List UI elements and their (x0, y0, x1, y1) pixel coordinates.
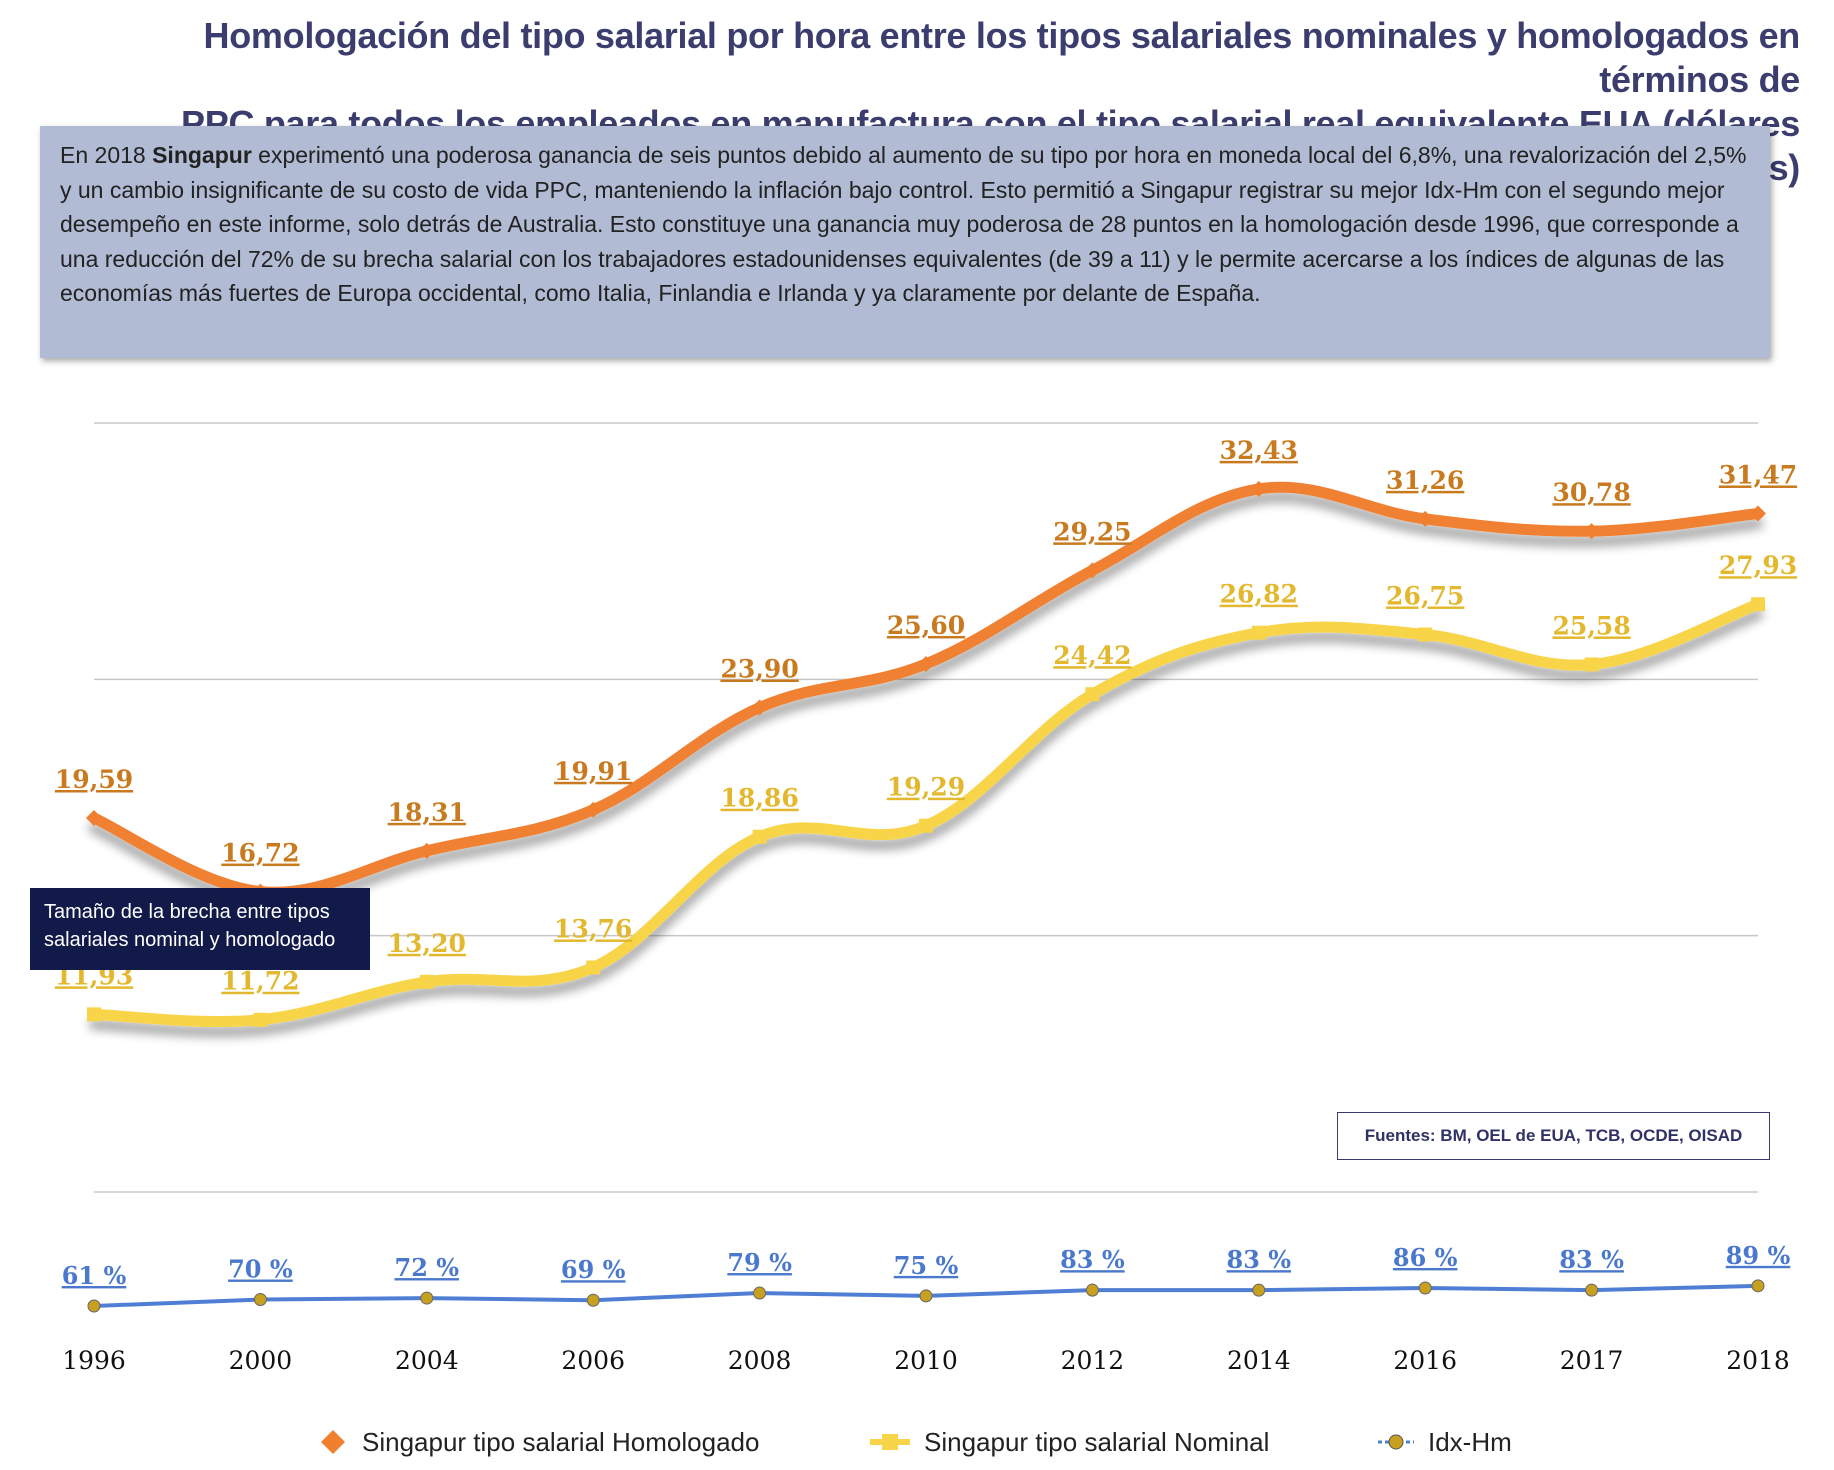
point-nominal-2014 (1251, 625, 1266, 640)
point-idx-2000 (253, 1293, 267, 1307)
data-label-idx-2018: 89 % (1726, 1241, 1791, 1270)
point-homologado-1996 (86, 810, 102, 827)
data-label-idx-2010: 75 % (894, 1251, 959, 1280)
point-homologado-2018 (1750, 505, 1766, 522)
x-tick-label-1996: 1996 (62, 1346, 126, 1375)
point-homologado-2004 (418, 842, 435, 859)
x-tick-label-2008: 2008 (728, 1346, 792, 1375)
sources-box: Fuentes: BM, OEL de EUA, TCB, OCDE, OISA… (1337, 1112, 1770, 1160)
x-tick-label-2014: 2014 (1227, 1346, 1291, 1375)
point-idx-2010 (919, 1289, 933, 1303)
legend-item-idx[interactable]: Idx-Hm (1378, 1422, 1512, 1462)
data-label-idx-1996: 61 % (62, 1261, 127, 1290)
point-nominal-2012 (1085, 687, 1100, 702)
data-label-nominal-2014: 26,82 (1220, 580, 1298, 609)
gap-annotation-box: Tamaño de la brecha entre tipos salarial… (30, 888, 370, 970)
x-tick-label-2004: 2004 (395, 1346, 459, 1375)
x-tick-label-2000: 2000 (229, 1346, 293, 1375)
data-label-homologado-2008: 23,90 (720, 655, 798, 684)
data-label-homologado-2016: 31,26 (1386, 466, 1464, 495)
point-idx-2004 (420, 1291, 434, 1305)
data-label-homologado-2012: 29,25 (1053, 517, 1131, 546)
x-tick-label-2018: 2018 (1726, 1346, 1790, 1375)
data-label-homologado-2014: 32,43 (1220, 436, 1298, 465)
x-tick-label-2006: 2006 (561, 1346, 625, 1375)
gap-annotation-line-2: salariales nominal y homologado (44, 929, 336, 951)
point-homologado-2012 (1084, 562, 1101, 579)
point-homologado-2014 (1250, 480, 1267, 497)
point-idx-2017 (1585, 1283, 1599, 1297)
data-label-nominal-2018: 27,93 (1719, 551, 1797, 580)
point-nominal-2018 (1751, 597, 1765, 612)
description-text: experimentó una poderosa ganancia de sei… (60, 142, 1747, 306)
circle-marker-icon (1378, 1434, 1414, 1450)
point-nominal-2008 (752, 829, 767, 844)
point-homologado-2016 (1417, 510, 1434, 527)
x-tick-label-2012: 2012 (1061, 1346, 1125, 1375)
data-label-nominal-2004: 13,20 (388, 929, 466, 958)
description-prefix: En 2018 (60, 142, 153, 168)
data-label-homologado-1996: 19,59 (55, 765, 133, 794)
data-label-nominal-2017: 25,58 (1552, 611, 1630, 640)
point-nominal-2006 (586, 960, 601, 975)
data-label-nominal-2016: 26,75 (1386, 581, 1464, 610)
data-label-nominal-2000: 11,72 (221, 967, 299, 996)
point-homologado-2017 (1583, 523, 1600, 540)
description-panel: En 2018 Singapur experimentó una poderos… (40, 126, 1770, 358)
series-line-homologado (88, 481, 1764, 898)
data-label-idx-2017: 83 % (1559, 1245, 1624, 1274)
point-nominal-2004 (419, 974, 434, 989)
point-nominal-2000 (253, 1012, 268, 1027)
data-label-idx-2006: 69 % (561, 1255, 626, 1284)
data-label-idx-2008: 79 % (727, 1248, 792, 1277)
point-nominal-2016 (1418, 627, 1433, 642)
gap-annotation-line-1: Tamaño de la brecha entre tipos (44, 901, 330, 923)
point-nominal-1996 (87, 1007, 101, 1022)
legend-label-homologado: Singapur tipo salarial Homologado (362, 1426, 760, 1457)
x-tick-label-2010: 2010 (894, 1346, 958, 1375)
legend-label-idx: Idx-Hm (1428, 1426, 1512, 1457)
data-label-nominal-2006: 13,76 (554, 914, 632, 943)
diamond-marker-icon (321, 1430, 345, 1454)
legend-label-nominal: Singapur tipo salarial Nominal (924, 1426, 1270, 1457)
point-idx-2018 (1751, 1279, 1765, 1293)
point-idx-1996 (87, 1299, 101, 1313)
data-label-idx-2012: 83 % (1060, 1245, 1125, 1274)
data-label-homologado-2000: 16,72 (221, 839, 299, 868)
point-idx-2014 (1252, 1283, 1266, 1297)
data-label-nominal-2008: 18,86 (720, 784, 798, 813)
data-label-idx-2014: 83 % (1227, 1245, 1292, 1274)
legend-item-homologado[interactable]: Singapur tipo salarial Homologado (318, 1422, 759, 1462)
data-label-homologado-2010: 25,60 (887, 611, 965, 640)
data-label-idx-2016: 86 % (1393, 1243, 1458, 1272)
point-idx-2016 (1418, 1281, 1432, 1295)
data-label-nominal-2012: 24,42 (1053, 641, 1131, 670)
point-idx-2008 (753, 1286, 767, 1300)
data-label-homologado-2018: 31,47 (1719, 460, 1797, 489)
x-tick-label-2017: 2017 (1560, 1346, 1624, 1375)
square-marker-icon (870, 1434, 910, 1450)
legend-item-nominal[interactable]: Singapur tipo salarial Nominal (870, 1422, 1269, 1462)
chart-title-line-1: Homologación del tipo salarial por hora … (203, 15, 1801, 100)
point-homologado-2006 (585, 801, 602, 818)
data-label-homologado-2004: 18,31 (388, 798, 466, 827)
data-label-nominal-2010: 19,29 (887, 773, 965, 802)
point-nominal-2010 (919, 818, 933, 833)
data-label-idx-2004: 72 % (395, 1253, 460, 1282)
x-tick-label-2016: 2016 (1393, 1346, 1457, 1375)
point-idx-2012 (1085, 1283, 1099, 1297)
data-label-homologado-2006: 19,91 (554, 757, 632, 786)
data-label-homologado-2017: 30,78 (1552, 478, 1630, 507)
description-country: Singapur (152, 142, 252, 168)
data-label-idx-2000: 70 % (228, 1255, 293, 1284)
point-homologado-2010 (918, 655, 934, 672)
point-nominal-2017 (1584, 657, 1599, 672)
point-idx-2006 (586, 1293, 600, 1307)
point-homologado-2008 (751, 699, 768, 716)
